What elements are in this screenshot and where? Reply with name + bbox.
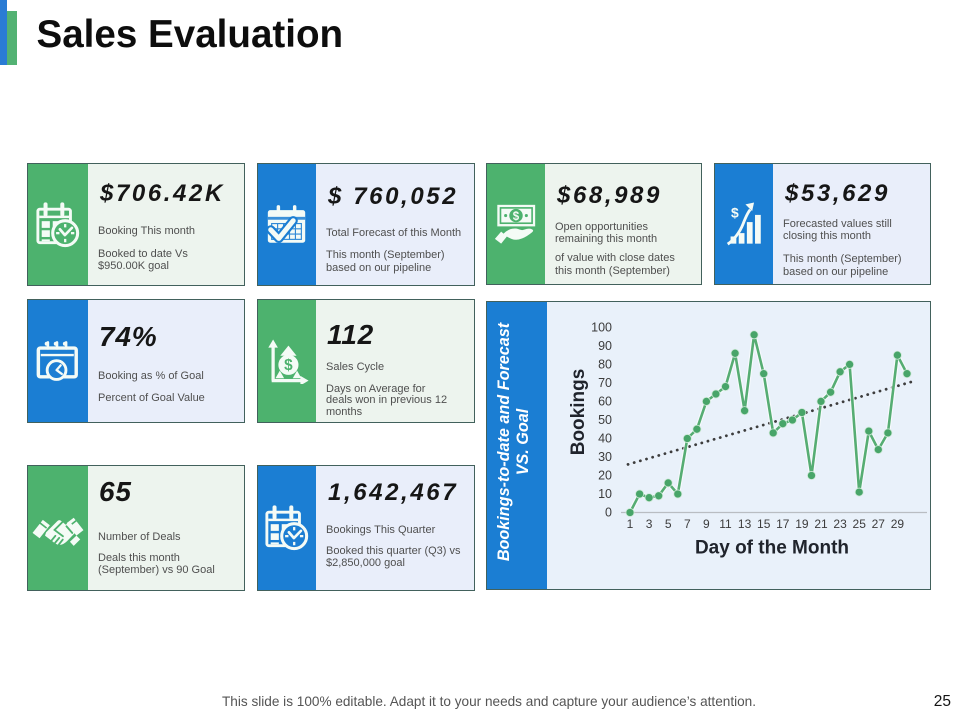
svg-text:70: 70: [598, 376, 612, 390]
svg-text:23: 23: [833, 517, 847, 531]
svg-text:13: 13: [738, 517, 752, 531]
svg-text:15: 15: [757, 517, 771, 531]
svg-text:Bookings: Bookings: [568, 369, 589, 456]
svg-text:11: 11: [719, 517, 732, 531]
svg-text:$: $: [731, 204, 739, 220]
svg-text:80: 80: [598, 358, 612, 372]
svg-text:20: 20: [598, 469, 612, 483]
svg-text:$: $: [513, 211, 520, 223]
svg-text:60: 60: [598, 395, 612, 409]
svg-text:3: 3: [646, 517, 653, 531]
svg-text:1: 1: [627, 517, 634, 531]
svg-text:Day of the Month: Day of the Month: [695, 538, 849, 559]
svg-text:19: 19: [795, 517, 809, 531]
svg-text:27: 27: [872, 517, 886, 531]
svg-text:17: 17: [776, 517, 790, 531]
svg-text:25: 25: [853, 517, 867, 531]
svg-text:0: 0: [605, 506, 612, 520]
svg-text:30: 30: [598, 450, 612, 464]
svg-text:90: 90: [598, 339, 612, 353]
svg-text:40: 40: [598, 432, 612, 446]
svg-text:7: 7: [684, 517, 691, 531]
svg-text:$: $: [284, 357, 293, 374]
svg-text:21: 21: [814, 517, 828, 531]
svg-text:50: 50: [598, 413, 612, 427]
svg-text:100: 100: [591, 321, 612, 335]
svg-text:29: 29: [891, 517, 905, 531]
svg-text:5: 5: [665, 517, 672, 531]
svg-text:10: 10: [598, 487, 612, 501]
svg-text:9: 9: [703, 517, 710, 531]
